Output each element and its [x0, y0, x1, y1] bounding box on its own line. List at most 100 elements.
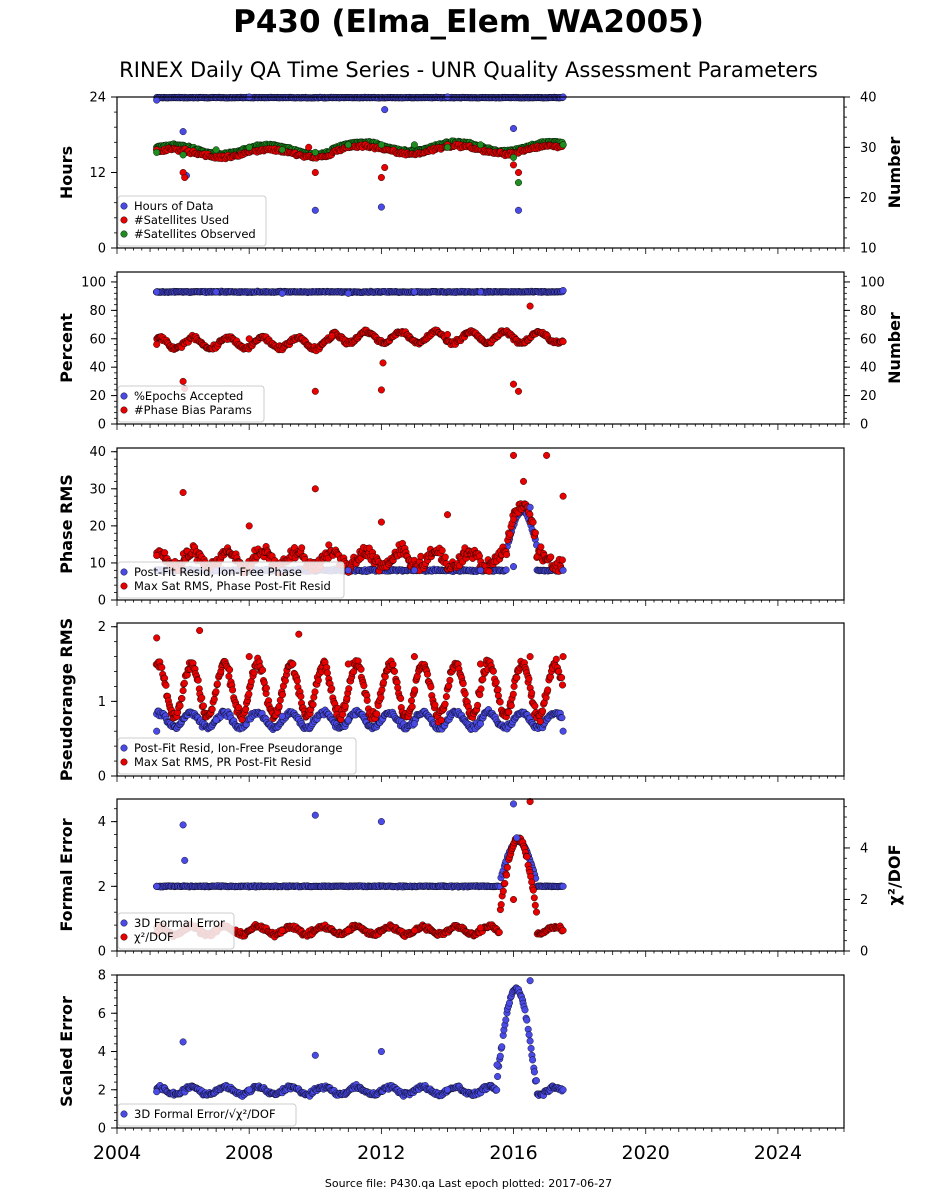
panel3-legend-label: Max Sat RMS, Phase Post-Fit Resid [134, 579, 331, 593]
phase_max-point [559, 492, 567, 500]
pr-max-point [558, 674, 566, 682]
pr-max-point [245, 690, 253, 698]
phase_max-point [510, 451, 518, 459]
pr-max-point [525, 675, 533, 683]
panel2-ylabel: Percent [57, 313, 76, 383]
pr-max-point [158, 664, 166, 672]
phase_bias-point [526, 302, 534, 310]
chart-title: P430 (Elma_Elem_WA2005) [233, 4, 704, 40]
phase_bias-point [328, 332, 336, 340]
pr-max-point [411, 686, 419, 694]
sat_observed-point [245, 143, 253, 151]
panel3-ytick-label: 30 [89, 482, 106, 497]
panel2-ytick-right-label: 100 [860, 275, 885, 290]
sat_observed-point [515, 179, 523, 187]
pr-max-point [259, 666, 267, 674]
sat_used-point [311, 168, 319, 176]
panel4-ytick-label: 1 [98, 695, 106, 710]
pr-max-point [539, 707, 547, 715]
pr-max-point [547, 673, 555, 681]
pr-max-point [345, 685, 353, 693]
panel2-ytick-label: 40 [89, 361, 106, 376]
phase_rms-point [526, 503, 534, 511]
phase_max-point [520, 477, 528, 485]
phase-max-point [298, 544, 306, 552]
panel2-ytick-right-label: 40 [860, 361, 877, 376]
sat_used-point [305, 143, 313, 151]
pr-max-point [389, 660, 397, 668]
panel2-ytick-label: 20 [89, 389, 106, 404]
sat_used-point [510, 161, 518, 169]
epochs_accepted-point [477, 288, 485, 296]
panel1-ylabel: Hours [57, 146, 76, 199]
pr-max-point [542, 694, 550, 702]
pr-max-point [357, 665, 365, 673]
phase_rms-point [477, 566, 485, 574]
pr-max-point [198, 694, 206, 702]
panel1-legend-label: Hours of Data [134, 199, 214, 213]
panel2-ytick-right-label: 60 [860, 332, 877, 347]
phase_bias-point [515, 387, 523, 395]
panel3-legend-marker [120, 568, 128, 576]
hours_of_data-point [377, 203, 385, 211]
sat_observed-point [311, 148, 319, 156]
phase_rms-point [410, 566, 418, 574]
pr_max-point [344, 660, 352, 668]
pr_max-point [295, 630, 303, 638]
panel4-legend-label: Max Sat RMS, PR Post-Fit Resid [134, 755, 311, 769]
pr-max-point [250, 669, 258, 677]
sat_observed-point [179, 151, 187, 159]
pr-max-point [199, 702, 207, 710]
pr-max-point [510, 682, 518, 690]
pr_rms-point [212, 716, 220, 724]
phase_max-point [543, 451, 551, 459]
sat_observed-point [510, 153, 518, 161]
sat_observed-point [559, 141, 567, 149]
panel4-legend-label: Post-Fit Resid, Ion-Free Pseudorange [134, 741, 342, 755]
phase-max-point [531, 529, 539, 537]
panel3-ytick-label: 40 [89, 445, 106, 460]
pr-max-point [341, 702, 349, 710]
pr-max-point [380, 679, 388, 687]
pr-max-point [408, 697, 416, 705]
pr-max-point [212, 688, 220, 696]
pr-max-point [555, 667, 563, 675]
epochs_accepted-point [153, 288, 161, 296]
phase_bias-point [153, 340, 161, 348]
pr-max-point [262, 684, 270, 692]
epochs_accepted-point [212, 288, 220, 296]
pr_max-point [410, 653, 418, 661]
pr_rms-point [278, 712, 286, 720]
pr-max-point [496, 698, 504, 706]
phase-max-point [485, 567, 493, 575]
pr-max-point [176, 702, 184, 710]
pr-max-point [314, 676, 322, 684]
epochs_accepted-point [344, 289, 352, 297]
pr-max-point [242, 705, 250, 713]
phase_bias-point [377, 386, 385, 394]
sat_observed-point [444, 143, 452, 151]
hours_of_data-point [311, 206, 319, 214]
phase-max-point [441, 553, 449, 561]
pr-max-point [194, 676, 202, 684]
pr_rms-point [477, 720, 485, 728]
pr-max-point [363, 696, 371, 704]
pr-max-point [179, 687, 187, 695]
phase_max-point [444, 511, 452, 519]
panel2-legend-marker [120, 406, 128, 414]
phase_max-point [377, 518, 385, 526]
pr-max-point [162, 681, 170, 689]
panel5-ylabel: Formal Error [57, 818, 76, 931]
panel4-ylabel: Pseudorange RMS [57, 618, 76, 781]
pr-max-point [397, 695, 405, 703]
panel1-ytick-label: 0 [98, 242, 106, 257]
panel3-ytick-label: 10 [89, 556, 106, 571]
phase_max-point [153, 552, 161, 560]
panel2-legend-label: %Epochs Accepted [134, 389, 243, 403]
sat_observed-point [278, 146, 286, 154]
pr-max-point [178, 695, 186, 703]
hours_of_data-point [179, 128, 187, 136]
sat_used-point [381, 163, 389, 171]
phase_rms-point [559, 566, 567, 574]
sat_observed-point [344, 141, 352, 149]
